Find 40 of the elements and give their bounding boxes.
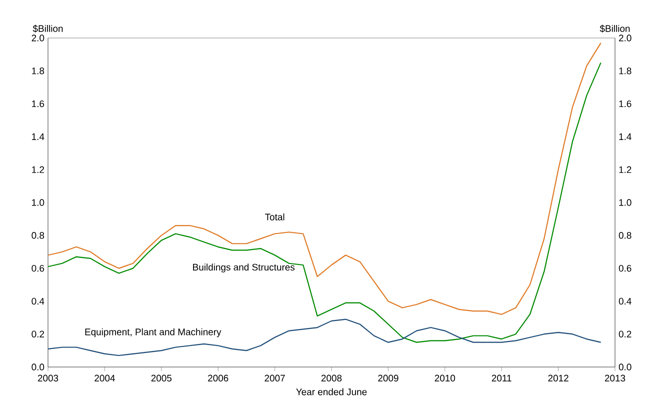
y2-tick-label: 1.6 xyxy=(619,100,632,108)
y-tick-label: 0.0 xyxy=(32,364,44,370)
line-series xyxy=(48,42,602,315)
y-axis-title: $Billion xyxy=(32,24,63,32)
y2-tick-label: 0.8 xyxy=(618,232,632,239)
y2-tick-label: 0.2 xyxy=(618,330,632,338)
x-tick-label: 2007 xyxy=(264,374,285,382)
x-tick-label: 2011 xyxy=(492,374,512,382)
y2-tick-label: 1.2 xyxy=(619,166,632,173)
series-label: Buildings and Structures xyxy=(193,264,295,272)
x-tick-label: 2006 xyxy=(208,374,228,382)
x-axis-title: Year ended June xyxy=(296,388,367,396)
y2-tick-label: 0.6 xyxy=(618,264,632,272)
y-tick-label: 1.4 xyxy=(32,133,44,140)
y-tick-label: 1.6 xyxy=(32,100,44,108)
series-label: Equipment, Plant and Machinery xyxy=(85,328,222,338)
y2-tick-label: 1.4 xyxy=(619,133,632,140)
series-label: Total xyxy=(265,213,284,220)
x-tick-label: 2009 xyxy=(378,374,398,382)
y-tick-label: 0.2 xyxy=(32,330,44,338)
y2-axis-title: $Billion xyxy=(600,24,630,32)
y-tick-label: 0.6 xyxy=(32,264,44,272)
y2-tick-label: 0.0 xyxy=(618,364,632,370)
x-tick-label: 2008 xyxy=(321,374,342,382)
y-tick-label: 1.2 xyxy=(32,166,44,173)
y-tick-label: 1.0 xyxy=(32,199,44,206)
y-tick-label: 0.4 xyxy=(32,298,44,305)
y-tick-label: 1.8 xyxy=(32,68,44,74)
x-tick-label: 2005 xyxy=(151,374,172,382)
y2-tick-label: 1.0 xyxy=(619,199,632,206)
y-tick-label: 0.8 xyxy=(32,232,44,239)
x-tick-label: 2010 xyxy=(434,374,456,382)
y2-tick-label: 0.4 xyxy=(618,298,632,305)
y2-tick-label: 1.8 xyxy=(619,68,632,74)
x-tick-label: 2012 xyxy=(548,374,568,382)
y-tick-label: 2.0 xyxy=(32,34,44,42)
y2-tick-label: 2.0 xyxy=(618,34,632,42)
x-tick-label: 2013 xyxy=(604,374,626,382)
x-tick-label: 2003 xyxy=(38,374,58,382)
x-tick-label: 2004 xyxy=(94,374,115,382)
